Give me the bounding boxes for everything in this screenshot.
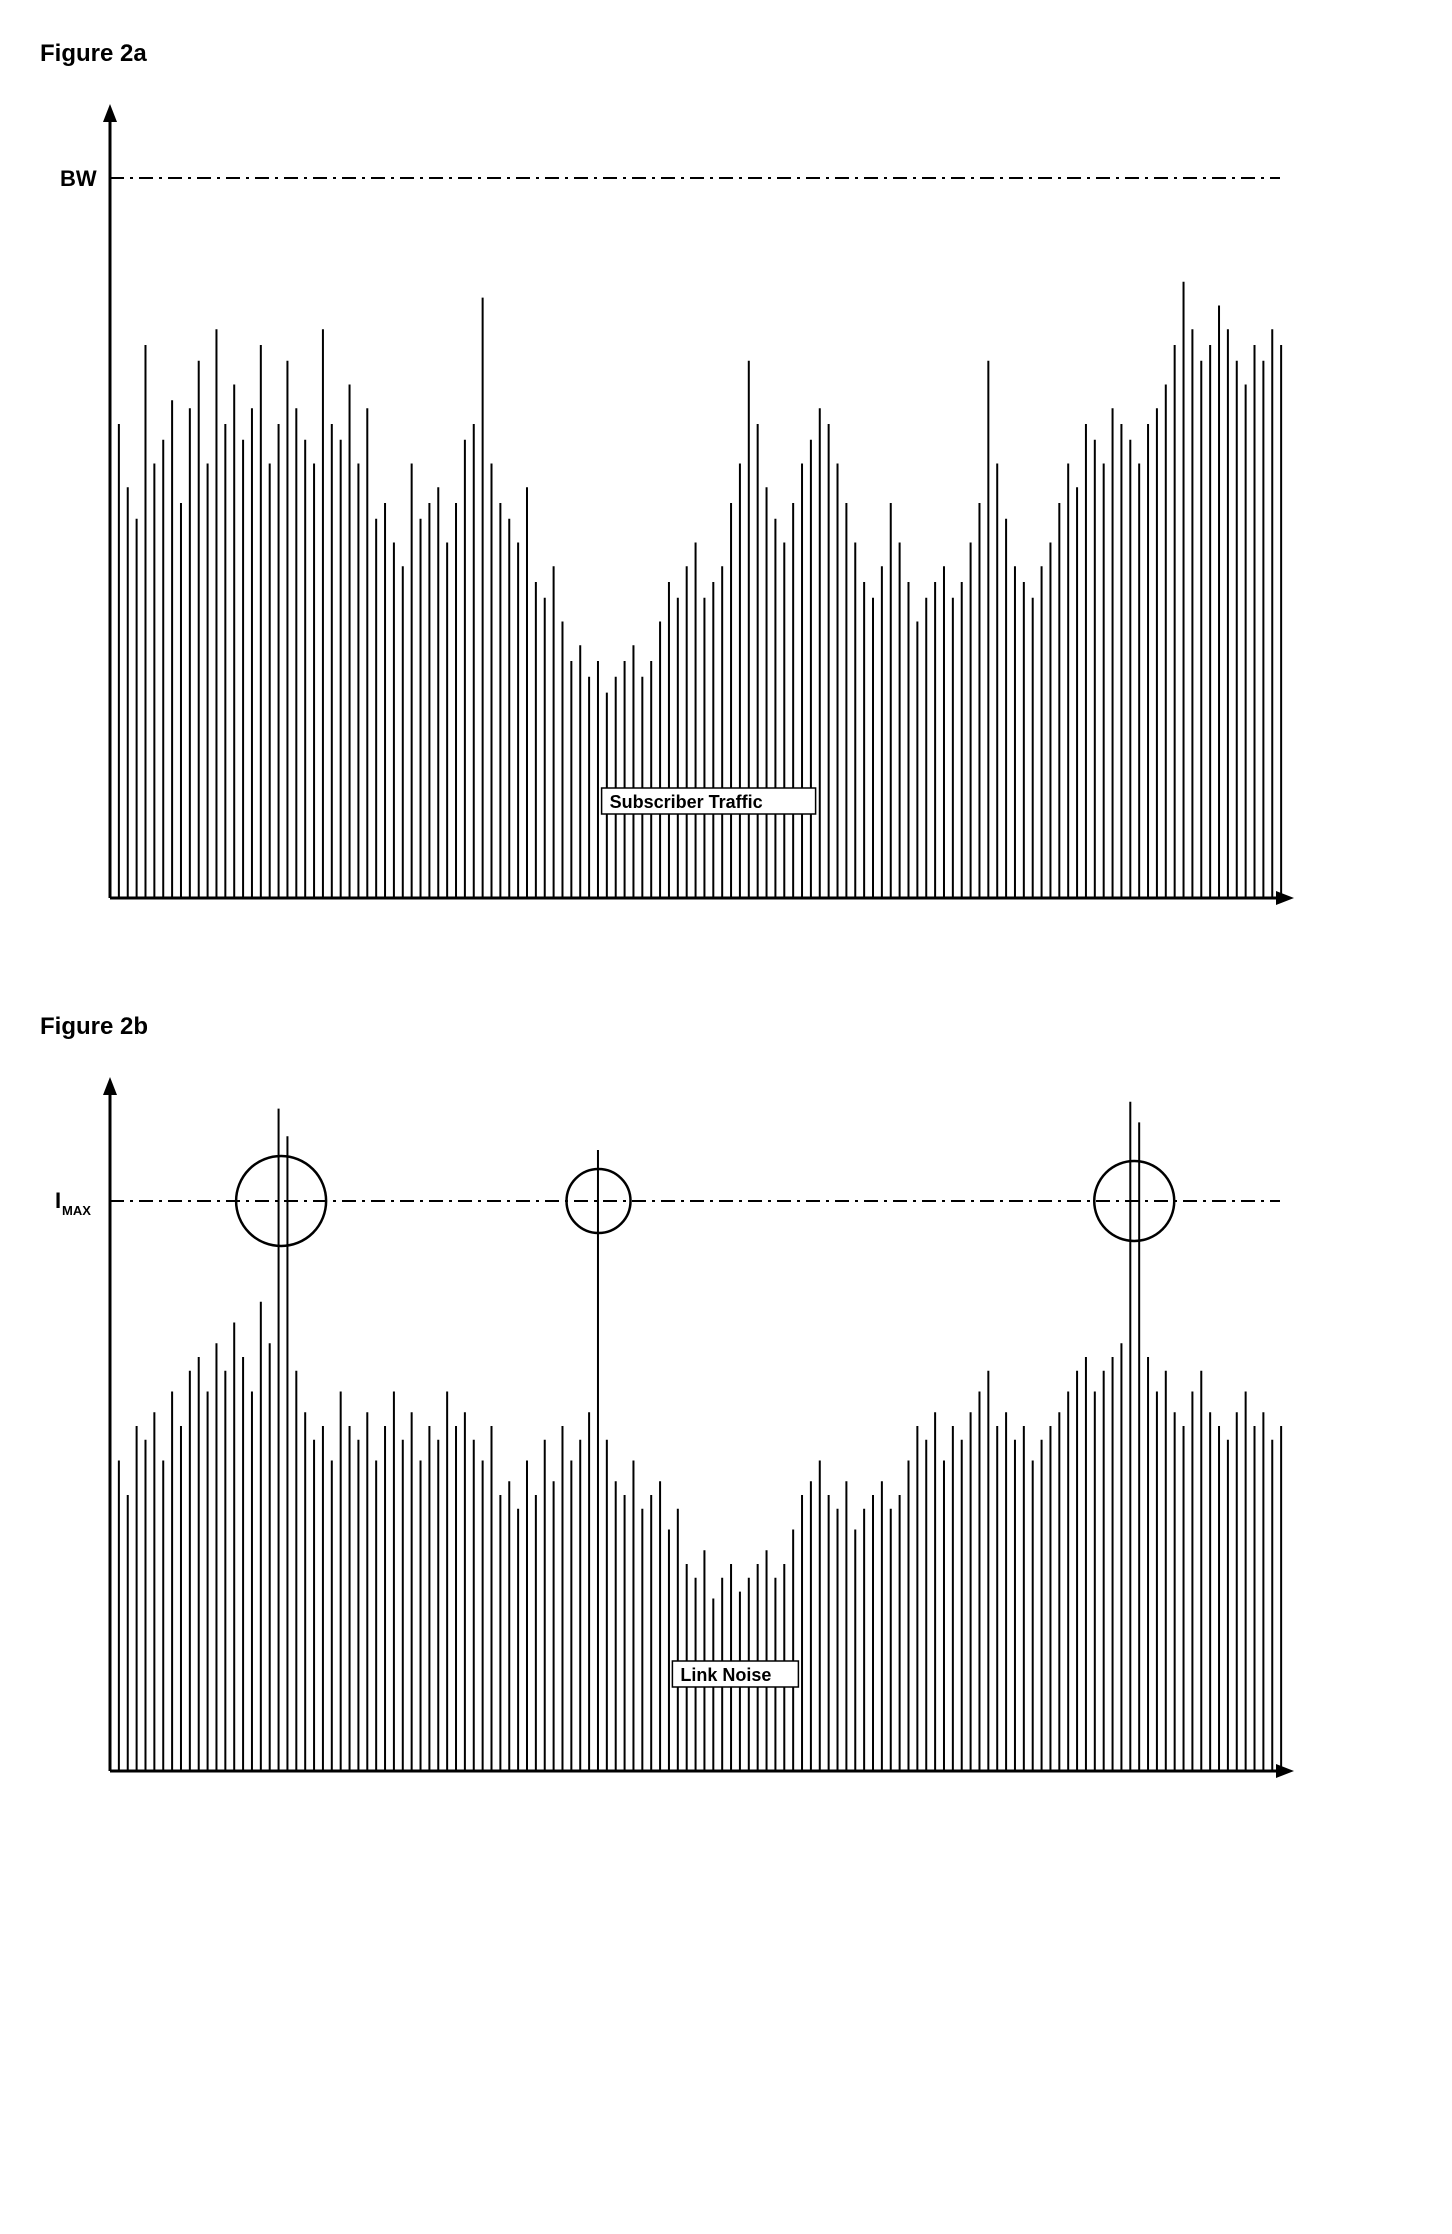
chart-b-svg: IMAX Link Noise (40, 1051, 1320, 1801)
chart-a-svg: BW Subscriber Traffic (40, 78, 1320, 928)
chart-a-wrap: BW Subscriber Traffic (40, 78, 1412, 933)
svg-text:MAX: MAX (62, 1203, 91, 1218)
svg-text:Link Noise: Link Noise (680, 1665, 771, 1685)
figure-2b: Figure 2b IMAX Link Noise (40, 1013, 1412, 1806)
chart-b-wrap: IMAX Link Noise (40, 1051, 1412, 1806)
figure-label-b: Figure 2b (40, 1013, 1412, 1041)
figure-label-a: Figure 2a (40, 40, 1412, 68)
svg-text:BW: BW (60, 166, 97, 191)
svg-text:I: I (55, 1188, 61, 1213)
svg-text:Subscriber Traffic: Subscriber Traffic (610, 792, 763, 812)
figure-2a: Figure 2a BW Subscriber Traffic (40, 40, 1412, 933)
